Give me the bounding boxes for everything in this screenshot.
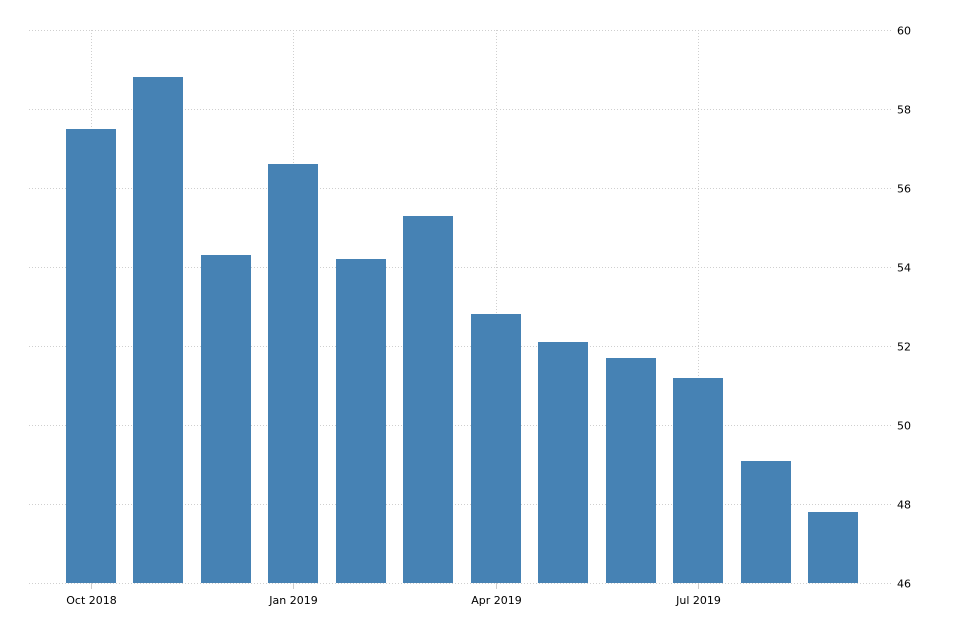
y-tick-label: 52 — [897, 341, 911, 354]
y-tick-label: 60 — [897, 25, 911, 38]
y-axis: 46 48 50 52 54 56 58 60 — [897, 25, 911, 591]
x-tick-label: Oct 2018 — [66, 594, 117, 607]
bar-nov-2018[interactable]: Nov 2018: 58.8 — [133, 77, 183, 583]
x-axis: Oct 2018 Jan 2019 Apr 2019 Jul 2019 — [66, 583, 721, 607]
y-tick-label: 46 — [897, 578, 911, 591]
y-tick-label: 50 — [897, 420, 911, 433]
bar-dec-2018[interactable]: Dec 2018: 54.3 — [201, 255, 251, 583]
bar-jan-2019[interactable]: Jan 2019: 56.6 — [268, 164, 318, 583]
bar-sep-2019[interactable]: Sep 2019: 47.8 — [808, 512, 858, 583]
y-tick-label: 48 — [897, 499, 911, 512]
y-tick-label: 58 — [897, 104, 911, 117]
x-tick-label: Jul 2019 — [675, 594, 721, 607]
bar-aug-2019[interactable]: Aug 2019: 49.1 — [741, 461, 791, 583]
x-tick-label: Apr 2019 — [471, 594, 522, 607]
bar-mar-2019[interactable]: Mar 2019: 55.3 — [403, 216, 453, 583]
bar-series: Oct 2018: 57.5 Nov 2018: 58.8 Dec 2018: 54… — [66, 77, 858, 583]
bar-oct-2018[interactable]: Oct 2018: 57.5 — [66, 129, 116, 583]
y-tick-label: 56 — [897, 183, 911, 196]
bar-feb-2019[interactable]: Feb 2019: 54.2 — [336, 259, 386, 583]
bar-may-2019[interactable]: May 2019: 52.1 — [538, 342, 588, 583]
x-tick-label: Jan 2019 — [268, 594, 317, 607]
bar-jul-2019[interactable]: Jul 2019: 51.2 — [673, 378, 723, 583]
y-tick-label: 54 — [897, 262, 911, 275]
bar-jun-2019[interactable]: Jun 2019: 51.7 — [606, 358, 656, 583]
bar-apr-2019[interactable]: Apr 2019: 52.8 — [471, 314, 521, 583]
